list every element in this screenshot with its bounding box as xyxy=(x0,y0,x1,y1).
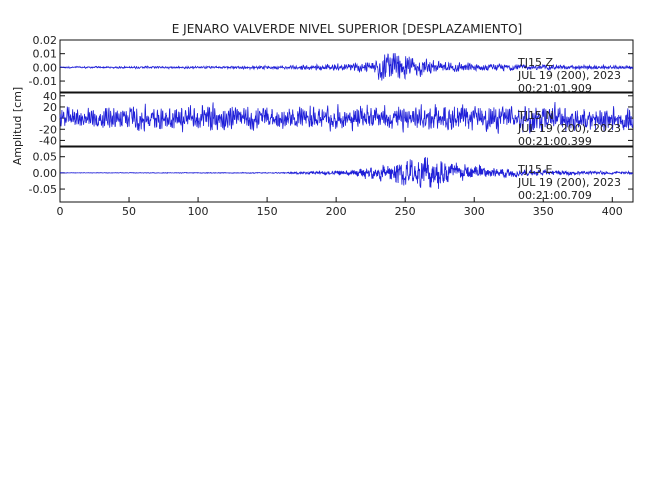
x-tick-label: 100 xyxy=(188,205,209,218)
y-tick-label: 20 xyxy=(43,101,57,114)
x-axis: 0 50 100 150 200 250 300 350 400 xyxy=(57,197,623,218)
y-tick-label: 40 xyxy=(43,90,57,103)
time-label: 00:21:01.909 xyxy=(518,82,592,95)
x-tick-label: 150 xyxy=(257,205,278,218)
date-label: JUL 19 (200), 2023 xyxy=(517,122,621,135)
channel-label: TJ15 Z xyxy=(517,56,553,69)
y-tick-label: 0.00 xyxy=(33,167,58,180)
x-tick-label: 400 xyxy=(602,205,623,218)
x-tick-label: 200 xyxy=(326,205,347,218)
channel-label: TJ15 E xyxy=(517,163,552,176)
y-tick-label: 0.02 xyxy=(33,34,58,47)
y-tick-label: -0.01 xyxy=(29,75,57,88)
y-tick-label: 0.01 xyxy=(33,48,58,61)
chart-title: E JENARO VALVERDE NIVEL SUPERIOR [DESPLA… xyxy=(172,22,522,36)
x-tick-label: 300 xyxy=(464,205,485,218)
date-label: JUL 19 (200), 2023 xyxy=(517,176,621,189)
y-tick-label: 0.05 xyxy=(33,151,58,164)
time-label: 00:21:00.399 xyxy=(518,135,592,148)
time-label: 00:21:00.709 xyxy=(518,189,592,202)
y-tick-label: -0.05 xyxy=(29,183,57,196)
y-tick-label: -40 xyxy=(39,134,57,147)
channel-label: TJ15 N xyxy=(517,109,554,122)
panel-frame xyxy=(59,39,634,93)
x-tick-label: 250 xyxy=(395,205,416,218)
x-tick-label: 0 xyxy=(57,205,64,218)
y-tick-label: 0.00 xyxy=(33,61,58,74)
x-tick-label: 50 xyxy=(122,205,136,218)
series-line-1 xyxy=(59,52,634,81)
y-tick-label: 0 xyxy=(50,112,57,125)
panel-frame xyxy=(59,146,634,203)
series-line-2 xyxy=(59,101,634,134)
y-tick-label: -20 xyxy=(39,123,57,136)
y-axis-label: Amplitud [cm] xyxy=(11,87,24,165)
series-line-3 xyxy=(59,157,634,189)
x-tick-label: 350 xyxy=(533,205,554,218)
date-label: JUL 19 (200), 2023 xyxy=(517,69,621,82)
